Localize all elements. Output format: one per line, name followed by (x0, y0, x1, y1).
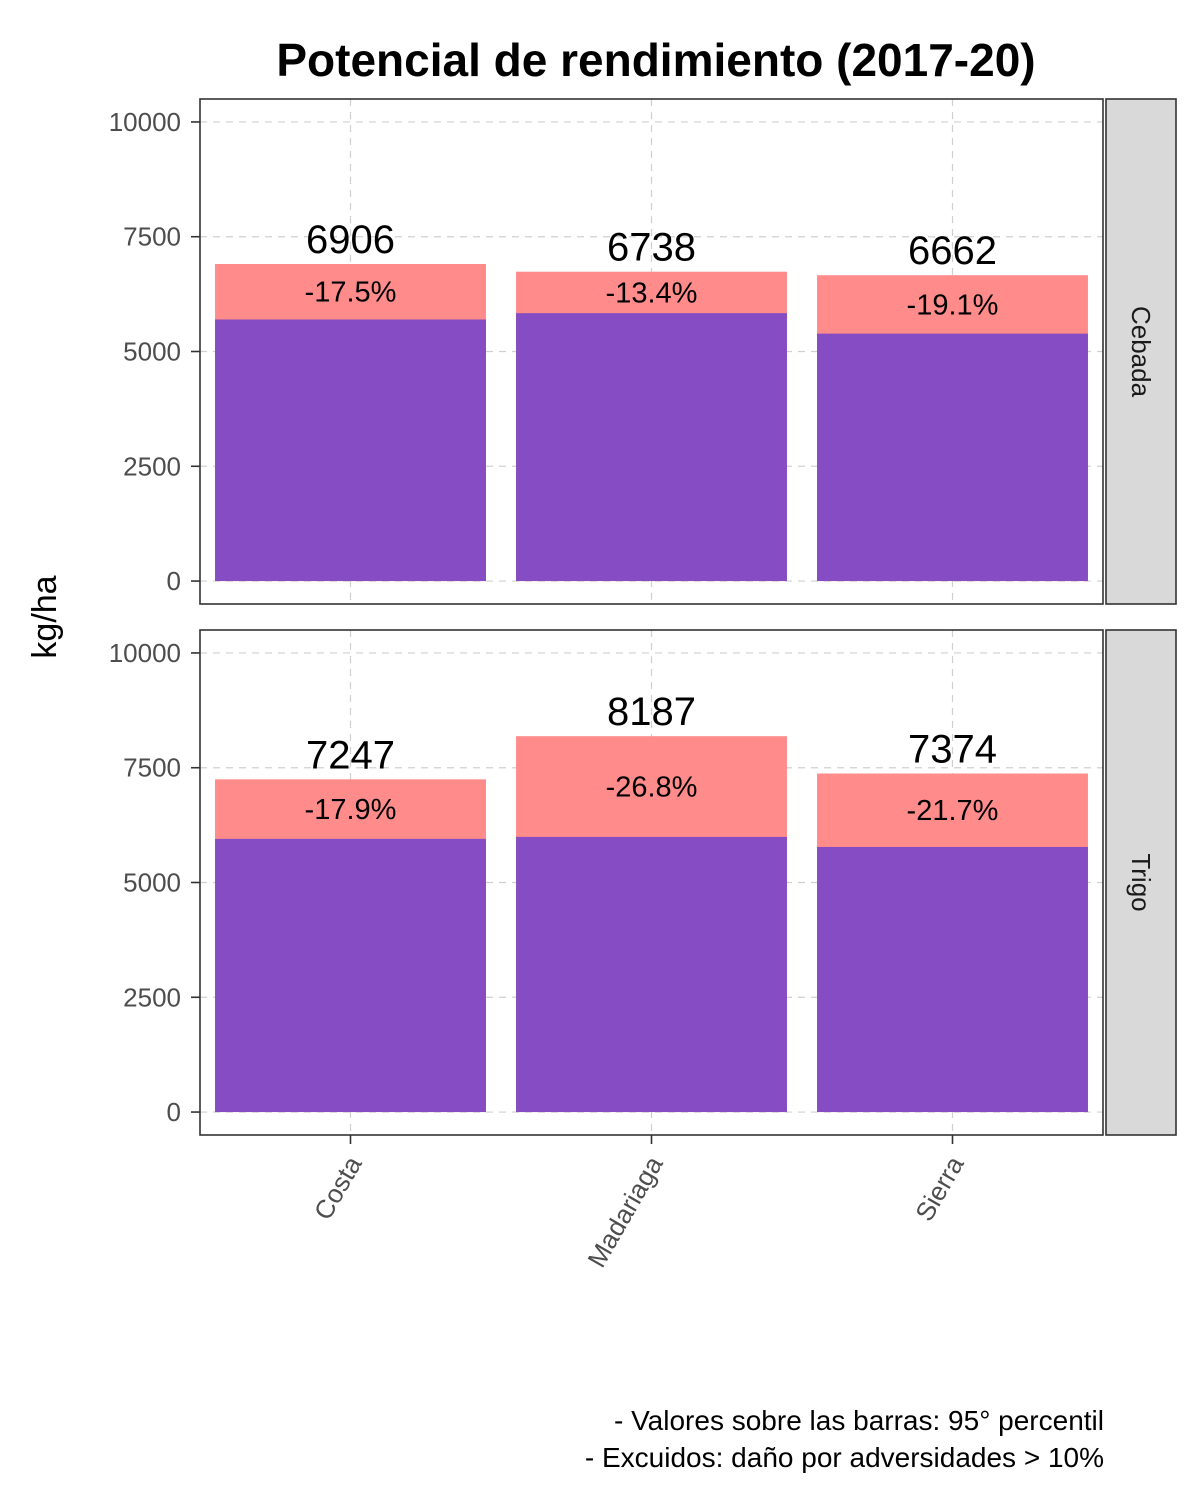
x-tick-label: Costa (308, 1151, 368, 1225)
value-label: 6662 (908, 229, 997, 273)
y-axis-label: kg/ha (26, 575, 64, 658)
bar-retained-costa (215, 319, 486, 582)
percent-label: -17.9% (305, 794, 397, 826)
value-label: 6738 (607, 226, 696, 270)
facet-strip (1105, 629, 1177, 1136)
facet-panel-cebada: 6906 -17.5% 6738 -13.4% 6662 -19.1% 0 2500 5000 7… (109, 98, 1177, 605)
y-tick-label: 10000 (109, 638, 181, 668)
caption-line-2: - Excuidos: daño por adversidades > 10% (585, 1442, 1104, 1473)
x-tick-label: Madariaga (581, 1151, 669, 1273)
y-tick-label: 7500 (123, 222, 181, 252)
bar-retained-costa (215, 838, 486, 1113)
percent-label: -26.8% (606, 772, 698, 804)
facet-panel-trigo: 7247 -17.9% 8187 -26.8% 7374 -21.7% 0 2500 5000 7… (109, 629, 1177, 1136)
bar-retained-sierra (817, 333, 1088, 582)
y-tick-label: 5000 (123, 337, 181, 367)
y-tick-label: 2500 (123, 451, 181, 481)
percent-label: -21.7% (907, 795, 999, 827)
y-tick-label: 0 (167, 566, 181, 596)
facet-strip-label: Trigo (1126, 853, 1156, 911)
y-tick-label: 7500 (123, 753, 181, 783)
value-label: 7247 (306, 733, 395, 777)
x-axis: Costa Madariaga Sierra (308, 1135, 970, 1272)
percent-label: -17.5% (305, 277, 397, 309)
percent-label: -19.1% (907, 289, 999, 321)
value-label: 6906 (306, 218, 395, 262)
value-label: 7374 (908, 728, 997, 772)
y-tick-label: 2500 (123, 982, 181, 1012)
bar-retained-sierra (817, 846, 1088, 1113)
y-tick-label: 10000 (109, 107, 181, 137)
y-tick-label: 0 (167, 1097, 181, 1127)
x-tick-label: Sierra (909, 1151, 970, 1227)
facet-strip (1105, 98, 1177, 605)
caption-line-1: - Valores sobre las barras: 95° percenti… (614, 1405, 1104, 1436)
chart-title: Potencial de rendimiento (2017-20) (276, 34, 1035, 86)
value-label: 8187 (607, 690, 696, 734)
bar-retained-madariaga (516, 836, 787, 1113)
bar-retained-madariaga (516, 313, 787, 582)
y-tick-label: 5000 (123, 868, 181, 898)
facet-panels: 6906-17.5%6738-13.4%6662-19.1%0250050007… (109, 98, 1177, 1136)
percent-label: -13.4% (606, 277, 698, 309)
facet-strip-label: Cebada (1126, 306, 1156, 398)
